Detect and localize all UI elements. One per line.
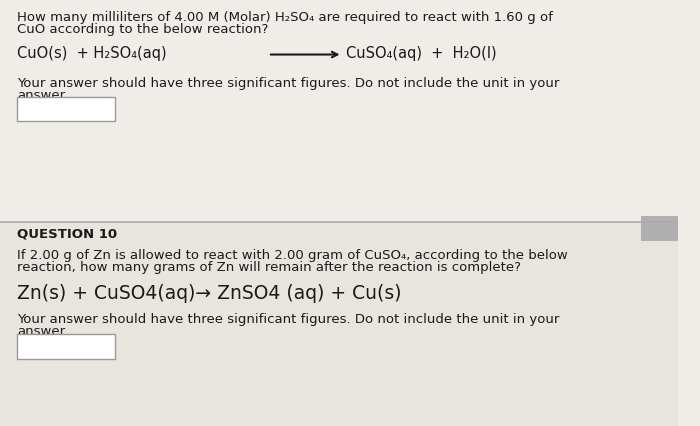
- Text: reaction, how many grams of Zn will remain after the reaction is complete?: reaction, how many grams of Zn will rema…: [17, 261, 521, 274]
- Text: If 2.00 g of Zn is allowed to react with 2.00 gram of CuSO₄, according to the be: If 2.00 g of Zn is allowed to react with…: [17, 249, 568, 262]
- Text: How many milliliters of 4.00 M (Molar) H₂SO₄ are required to react with 1.60 g o: How many milliliters of 4.00 M (Molar) H…: [17, 11, 553, 24]
- Bar: [17, 334, 116, 359]
- Text: QUESTION 10: QUESTION 10: [17, 227, 117, 241]
- Bar: [0, 0, 678, 226]
- Text: Your answer should have three significant figures. Do not include the unit in yo: Your answer should have three significan…: [17, 77, 559, 90]
- Text: Your answer should have three significant figures. Do not include the unit in yo: Your answer should have three significan…: [17, 313, 559, 326]
- Text: 1.18: 1.18: [22, 343, 52, 356]
- Text: CuO according to the below reaction?: CuO according to the below reaction?: [17, 23, 268, 37]
- Text: answer.: answer.: [17, 325, 68, 338]
- Bar: [17, 97, 116, 121]
- Text: 5.03: 5.03: [22, 106, 52, 119]
- Text: CuO(s)  + H₂SO₄(aq): CuO(s) + H₂SO₄(aq): [17, 46, 167, 60]
- Text: 12 p: 12 p: [648, 227, 672, 237]
- Bar: [641, 216, 678, 241]
- Text: CuSO₄(aq)  +  H₂O(l): CuSO₄(aq) + H₂O(l): [346, 46, 496, 60]
- Text: Zn(s) + CuSO4(aq)→ ZnSO4 (aq) + Cu(s): Zn(s) + CuSO4(aq)→ ZnSO4 (aq) + Cu(s): [17, 284, 402, 303]
- Text: answer.: answer.: [17, 89, 68, 102]
- Bar: [0, 222, 678, 426]
